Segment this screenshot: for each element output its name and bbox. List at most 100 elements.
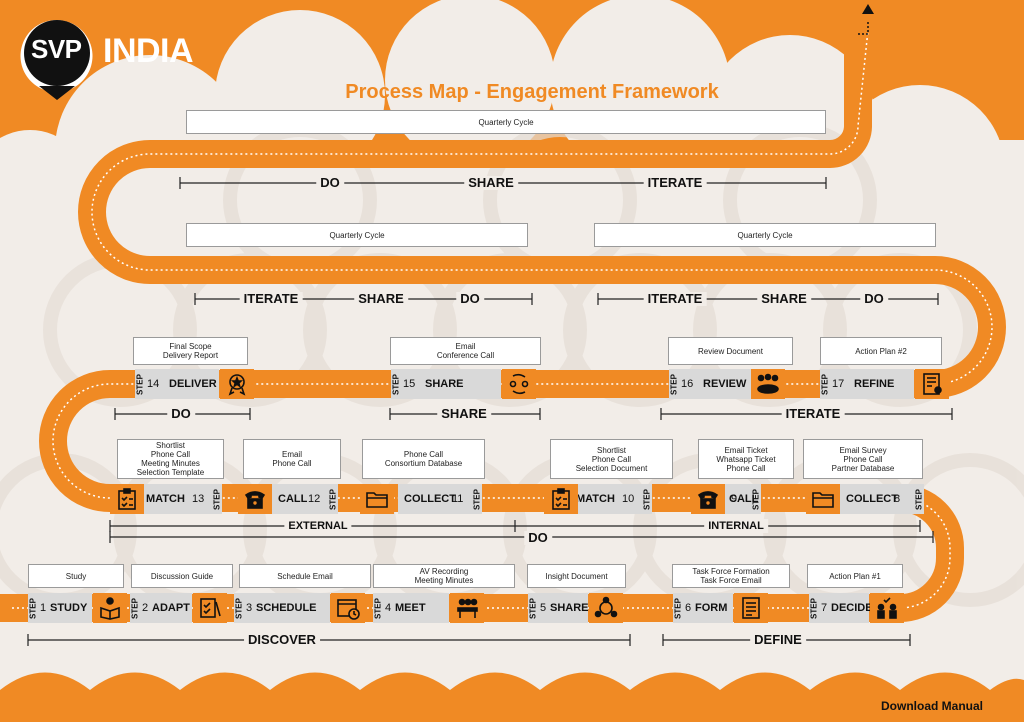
phase-label: ITERATE xyxy=(643,292,707,306)
logo-name: INDIA xyxy=(103,32,194,70)
phase-label: SHARE xyxy=(464,176,518,190)
step-13-cell[interactable]: STEP 13 MATCH xyxy=(140,484,222,514)
step-9-cell[interactable]: STEP 9 CALL xyxy=(723,484,761,514)
telephone-icon xyxy=(238,484,272,514)
step-number: 15 xyxy=(403,378,416,390)
step-6-note: Task Force Formation Task Force Email xyxy=(672,564,790,588)
note-line: Partner Database xyxy=(831,463,895,473)
step-16-note: Review Document xyxy=(668,337,793,365)
step-word: STEP xyxy=(642,489,652,510)
step-5-note: Insight Document xyxy=(527,564,626,588)
note-line: Meeting Minutes xyxy=(414,576,474,585)
step-17-note: Action Plan #2 xyxy=(820,337,942,365)
step-number: 9 xyxy=(731,493,738,505)
step-16-cell[interactable]: STEP 16 REVIEW xyxy=(669,369,751,399)
note-line: Study xyxy=(65,571,87,581)
note-line: Email Survey xyxy=(839,445,887,455)
step-word: STEP xyxy=(673,598,683,619)
step-word: STEP xyxy=(234,598,244,619)
phase-label: ITERATE xyxy=(239,292,303,306)
step-word: STEP xyxy=(135,374,145,395)
step-10-note: Shortlist Phone Call Selection Document xyxy=(550,439,673,479)
note-line: AV Recording xyxy=(419,567,469,576)
step-11-cell[interactable]: STEP 11 COLLECT xyxy=(398,484,482,514)
note-line: Phone Call xyxy=(726,463,766,473)
decision-people-icon xyxy=(870,593,904,623)
quarterly-cycle-box: Quarterly Cycle xyxy=(594,223,936,247)
note-line: Meeting Minutes xyxy=(141,459,200,468)
step-name: SHARE xyxy=(550,602,589,614)
step-number: 8 xyxy=(894,493,901,505)
folder-icon xyxy=(806,484,840,514)
note-line: Delivery Report xyxy=(162,351,219,360)
step-10-cell[interactable]: STEP 10 MATCH xyxy=(570,484,652,514)
road-end-arrow xyxy=(862,4,874,14)
step-name: COLLECT xyxy=(846,493,898,505)
step-17-cell[interactable]: STEP 17 REFINE xyxy=(820,369,914,399)
note-line: Action Plan #2 xyxy=(855,346,907,356)
step-4-cell[interactable]: STEP 4 MEET xyxy=(373,593,449,623)
step-13-note: Shortlist Phone Call Meeting Minutes Select… xyxy=(117,439,224,479)
step-3-cell[interactable]: STEP 3 SCHEDULE xyxy=(234,593,330,623)
step-number: 13 xyxy=(192,493,205,505)
download-manual-link[interactable]: Download Manual xyxy=(881,699,983,713)
step-15-cell[interactable]: STEP 15 SHARE xyxy=(391,369,501,399)
step-number: 3 xyxy=(246,602,253,614)
note-line: Action Plan #1 xyxy=(829,571,881,581)
note-line: Shortlist xyxy=(597,445,626,455)
step-word: STEP xyxy=(472,489,482,510)
note-line: Phone Call xyxy=(843,454,883,464)
step-6-cell[interactable]: STEP 6 FORM xyxy=(673,593,733,623)
step-number: 4 xyxy=(385,602,392,614)
step-name: SCHEDULE xyxy=(256,602,317,614)
note-line: Email Ticket xyxy=(724,445,768,455)
note-line: Discussion Guide xyxy=(150,571,214,581)
step-number: 12 xyxy=(308,493,321,505)
folder-icon xyxy=(360,484,394,514)
note-line: Shortlist xyxy=(156,441,185,450)
step-8-cell[interactable]: STEP 8 COLLECT xyxy=(840,484,924,514)
phase-label: SHARE xyxy=(437,407,491,421)
step-7-note: Action Plan #1 xyxy=(807,564,903,588)
step-number: 2 xyxy=(142,602,149,614)
step-number: 6 xyxy=(685,602,692,614)
step-8-note: Email Survey Phone Call Partner Database xyxy=(803,439,923,479)
step-word: STEP xyxy=(809,598,819,619)
step-15-note: Email Conference Call xyxy=(390,337,541,365)
quarterly-cycle-box: Quarterly Cycle xyxy=(186,223,528,247)
step-name: REFINE xyxy=(854,378,895,390)
step-word: STEP xyxy=(528,598,538,619)
calendar-clock-icon xyxy=(331,593,365,623)
form-document-icon xyxy=(734,593,768,623)
step-word: STEP xyxy=(212,489,222,510)
step-2-cell[interactable]: STEP 2 ADAPT xyxy=(130,593,192,623)
note-line: Review Document xyxy=(698,346,763,356)
step-name: STUDY xyxy=(50,602,88,614)
step-2-note: Discussion Guide xyxy=(131,564,233,588)
phase-label: DO xyxy=(316,176,344,190)
step-name: COLLECT xyxy=(404,493,456,505)
phase-label: DO xyxy=(860,292,888,306)
step-3-note: Schedule Email xyxy=(239,564,371,588)
note-line: Email xyxy=(455,342,476,351)
phase-label: SHARE xyxy=(757,292,811,306)
step-12-cell[interactable]: STEP 12 CALL xyxy=(272,484,338,514)
step-name: SHARE xyxy=(425,378,464,390)
meeting-table-icon xyxy=(450,593,484,623)
step-word: STEP xyxy=(914,489,924,510)
award-badge-icon xyxy=(220,369,254,399)
step-5-cell[interactable]: STEP 5 SHARE xyxy=(528,593,589,623)
step-word: STEP xyxy=(373,598,383,619)
quarterly-cycle-box: Quarterly Cycle xyxy=(186,110,826,134)
note-line: Conference Call xyxy=(436,351,495,360)
step-1-cell[interactable]: STEP 1 STUDY xyxy=(28,593,92,623)
step-number: 1 xyxy=(40,602,47,614)
step-7-cell[interactable]: STEP 7 DECIDE xyxy=(809,593,873,623)
reading-person-icon xyxy=(93,593,127,623)
note-line: Phone Call xyxy=(272,459,312,468)
note-line: Email xyxy=(281,450,302,459)
phase-label: EXTERNAL xyxy=(284,519,352,533)
note-line: Task Force Email xyxy=(700,576,762,585)
step-name: MEET xyxy=(395,602,426,614)
step-14-cell[interactable]: STEP 14 DELIVER xyxy=(135,369,219,399)
